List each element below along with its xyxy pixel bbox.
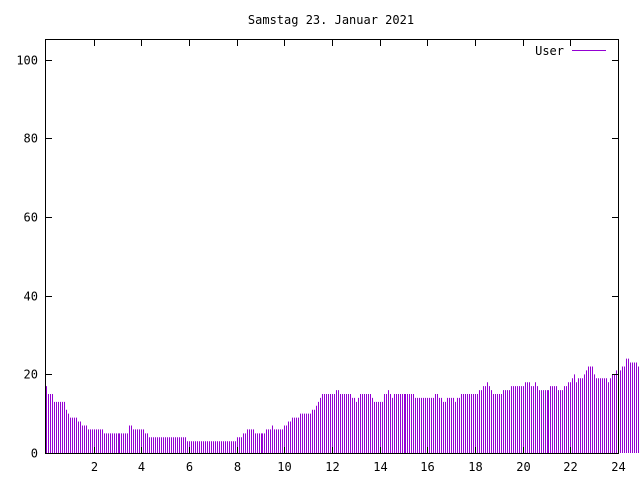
x-tick-label: 24 — [611, 460, 625, 474]
y-tick-label: 0 — [31, 447, 38, 461]
legend: User — [535, 44, 606, 58]
y-tick-label: 100 — [16, 54, 38, 68]
x-tick-label: 16 — [420, 460, 434, 474]
x-tick-label: 4 — [138, 460, 145, 474]
legend-label: User — [535, 44, 564, 58]
x-tick-label: 12 — [325, 460, 339, 474]
y-tick-label: 20 — [24, 368, 38, 382]
x-tick-label: 20 — [516, 460, 530, 474]
plot-frame — [45, 39, 619, 454]
chart-title: Samstag 23. Januar 2021 — [248, 13, 414, 27]
y-tick-label: 80 — [24, 132, 38, 146]
x-tick-label: 6 — [186, 460, 193, 474]
x-tick-label: 2 — [91, 460, 98, 474]
x-tick-label: 10 — [277, 460, 291, 474]
y-tick-label: 40 — [24, 290, 38, 304]
x-tick-label: 14 — [373, 460, 387, 474]
x-tick-label: 8 — [234, 460, 241, 474]
bar-series — [46, 358, 639, 453]
y-tick-label: 60 — [24, 211, 38, 225]
x-tick-label: 18 — [468, 460, 482, 474]
x-tick-label: 22 — [563, 460, 577, 474]
